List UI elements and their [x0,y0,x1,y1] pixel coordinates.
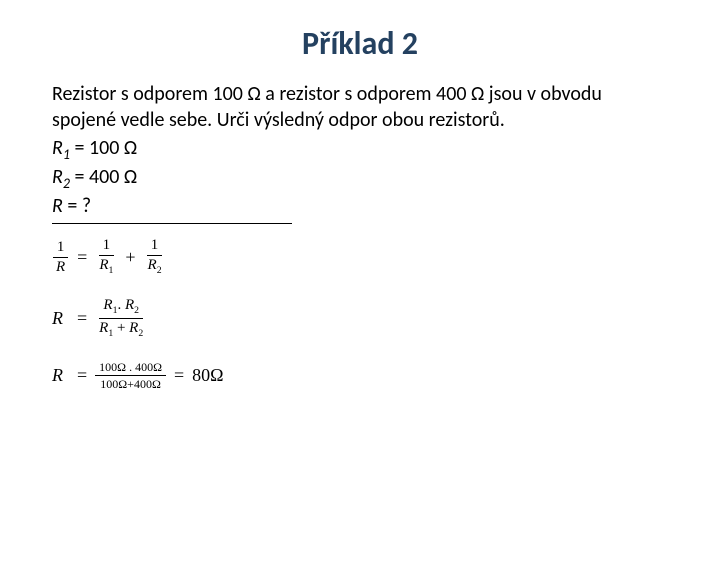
given-values: R1 = 100 Ω R2 = 400 Ω R = ? [52,135,668,219]
eq2-num: R1. R2 [99,298,143,319]
eq2-den-a: R [99,320,108,336]
content-block: Rezistor s odporem 100 Ω a rezistor s od… [0,81,720,224]
r-label: R [52,194,63,218]
page-title: Příklad 2 [0,24,720,63]
eq1-t2-den-r: R [148,257,157,273]
equation-3: R = 100Ω . 400Ω 100Ω+400Ω = 80Ω [52,361,720,390]
r1-val: = 100 Ω [70,136,137,160]
eq1-t1-den-sub: 1 [109,265,114,276]
eq2-den-plus: + [113,320,129,336]
equation-1: 1 R = 1 R1 + 1 R2 [52,238,720,276]
eq3-eq: = [77,365,87,386]
eq2-den-b-sub: 2 [138,328,143,339]
eq3-result: 80Ω [192,365,223,386]
eq3-num: 100Ω . 400Ω [95,361,166,376]
equation-2: R = R1. R2 R1 + R2 [52,298,720,339]
divider-line [52,223,292,224]
given-r1: R1 = 100 Ω [52,135,668,164]
eq2-dot: . [117,297,125,313]
eq3-frac: 100Ω . 400Ω 100Ω+400Ω [95,361,166,390]
eq1-t1: 1 R1 [95,238,117,276]
eq2-den-b: R [129,320,138,336]
eq2-lhs: R [52,308,63,329]
r2-sub: 2 [63,175,70,192]
eq1-eq: = [77,247,87,268]
r2-label: R [52,165,63,189]
eq1-lhs: 1 R [52,240,69,275]
eq1-plus: + [125,247,135,268]
given-r: R = ? [52,193,668,219]
eq2-num-b-sub: 2 [134,305,139,316]
eq1-lhs-num: 1 [53,240,69,258]
eq1-lhs-den: R [52,258,69,275]
problem-text: Rezistor s odporem 100 Ω a rezistor s od… [52,81,668,133]
equations-block: 1 R = 1 R1 + 1 R2 R = R1. R2 R1 + R2 [0,238,720,389]
eq1-t2-den-sub: 2 [157,265,162,276]
eq1-t2-num: 1 [147,238,163,256]
eq2-num-a: R [103,297,112,313]
eq1-t1-den-r: R [99,257,108,273]
eq2-frac: R1. R2 R1 + R2 [95,298,147,339]
r2-val: = 400 Ω [70,165,137,189]
eq3-den: 100Ω+400Ω [96,376,165,390]
given-r2: R2 = 400 Ω [52,164,668,193]
r1-label: R [52,136,63,160]
eq1-t2-den: R2 [144,256,166,276]
r1-sub: 1 [63,146,70,163]
eq1-t1-den: R1 [95,256,117,276]
eq1-t2: 1 R2 [144,238,166,276]
eq3-lhs: R [52,365,63,386]
eq2-den: R1 + R2 [95,319,147,339]
eq3-eq2: = [174,365,184,386]
r-q: = ? [63,194,91,218]
eq1-t1-num: 1 [99,238,115,256]
eq2-eq: = [77,308,87,329]
eq2-num-b: R [125,297,134,313]
